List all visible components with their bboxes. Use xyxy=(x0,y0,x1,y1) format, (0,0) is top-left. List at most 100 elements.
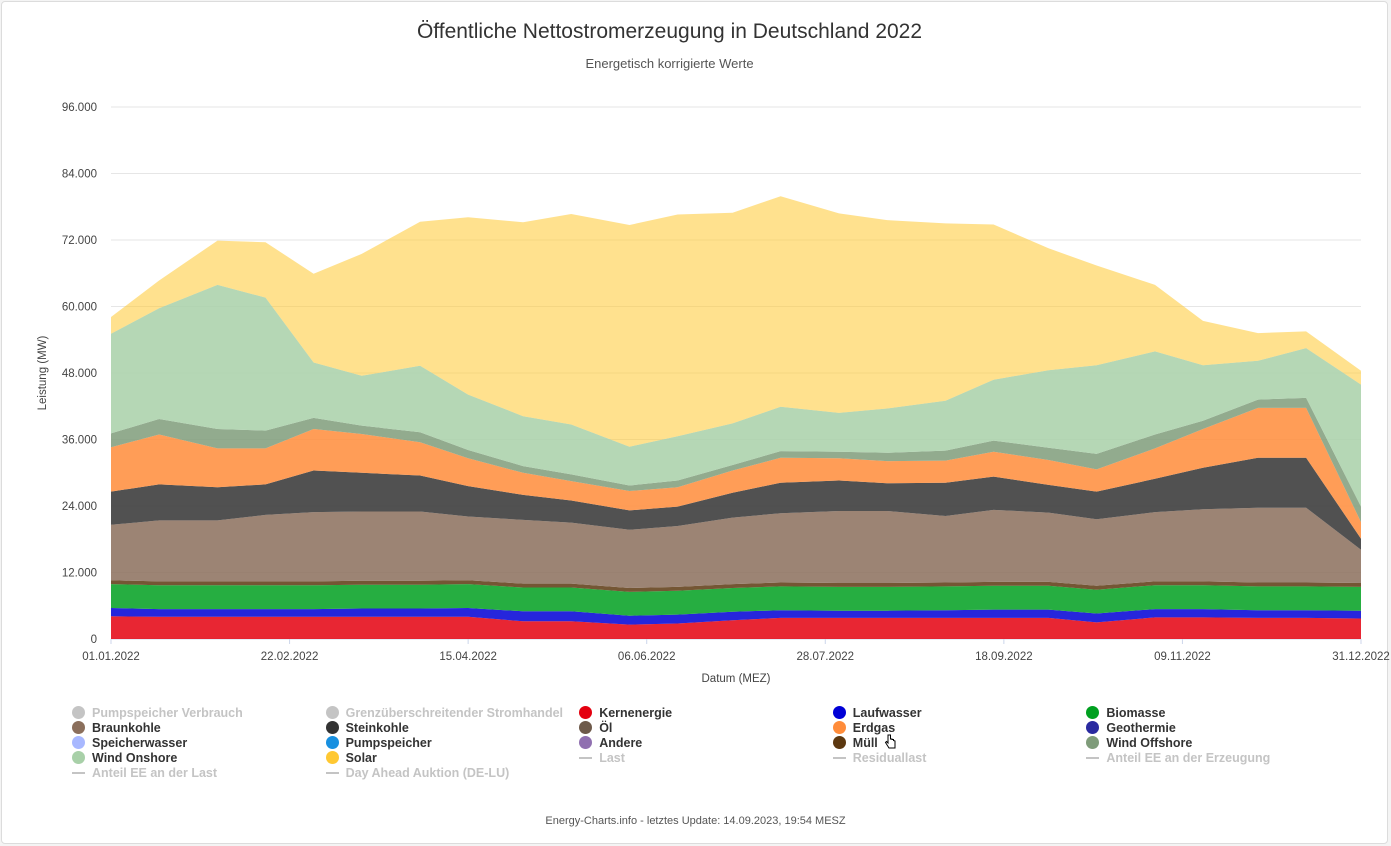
series-area-solar xyxy=(111,196,1361,447)
series-area-erdgas xyxy=(111,407,1361,539)
legend-label: Anteil EE an der Last xyxy=(92,765,218,780)
legend-line-icon xyxy=(832,756,846,759)
y-axis-title: Leistung (MW) xyxy=(37,335,49,410)
legend-label: Andere xyxy=(599,735,643,750)
legend-label: Erdgas xyxy=(852,720,896,735)
legend-label: Laufwasser xyxy=(852,705,922,720)
legend-label: Müll xyxy=(852,735,878,750)
chart-legend: Pumpspeicher Verbrauch Grenzüberschreiten… xyxy=(72,705,1362,780)
legend-item-wind-offshore[interactable]: Wind Offshore xyxy=(1086,735,1340,750)
legend-dot-icon xyxy=(325,751,339,764)
legend-label: Last xyxy=(599,750,625,765)
legend-label: Pumpspeicher xyxy=(345,735,432,750)
y-tick-label: 84.000 xyxy=(62,169,97,181)
legend-item-solar[interactable]: Solar xyxy=(325,750,580,765)
legend-label: Braunkohle xyxy=(92,720,161,735)
y-tick-label: 96.000 xyxy=(62,102,97,114)
legend-item-erdgas[interactable]: Erdgas xyxy=(832,720,1087,735)
y-tick-label: 24.000 xyxy=(62,501,97,513)
series-area-wind-onshore xyxy=(111,284,1361,507)
legend-dot-icon xyxy=(72,751,85,764)
legend-item-wind-onshore[interactable]: Wind Onshore xyxy=(72,750,326,765)
legend-item-anteil-ee-an-der-last[interactable]: Anteil EE an der Last xyxy=(72,765,326,780)
y-tick-label: 48.000 xyxy=(62,368,97,380)
legend-label: Biomasse xyxy=(1106,705,1166,720)
legend-label: Grenzüberschreitender Stromhandel xyxy=(345,705,564,720)
x-tick-label: 06.06.2022 xyxy=(618,651,676,663)
legend-item-pumpspeicher-verbrauch[interactable]: Pumpspeicher Verbrauch xyxy=(72,705,326,720)
x-tick-label: 31.12.2022 xyxy=(1332,651,1390,663)
chart-plot[interactable]: 0 12.000 24.000 36.000 48.000 60.000 72.000 84.… xyxy=(0,0,1391,700)
legend-dot-icon xyxy=(1086,721,1100,734)
legend-item-müll[interactable]: Müll xyxy=(832,735,1087,750)
y-tick-label: 72.000 xyxy=(62,235,97,247)
legend-label: Steinkohle xyxy=(345,720,409,735)
series-area-laufwasser xyxy=(111,608,1361,625)
legend-item-anteil-ee-an-der-erzeugung[interactable]: Anteil EE an der Erzeugung xyxy=(1086,750,1340,765)
legend-line-icon xyxy=(579,756,593,759)
legend-item-laufwasser[interactable]: Laufwasser xyxy=(832,705,1087,720)
legend-item-grenzüberschreitender-stromhandel[interactable]: Grenzüberschreitender Stromhandel xyxy=(325,705,580,720)
legend-dot-icon xyxy=(832,721,846,734)
legend-dot-icon xyxy=(325,736,339,749)
footer-update-info: Energy-Charts.info - letztes Update: 14.… xyxy=(545,815,846,827)
hand-cursor-icon xyxy=(884,734,896,749)
legend-dot-icon xyxy=(72,706,85,719)
series-area-braunkohle xyxy=(111,507,1361,588)
legend-line-icon xyxy=(325,771,339,774)
series-area-m-ll xyxy=(111,580,1361,592)
legend-item-day-ahead-auktion-de-lu-[interactable]: Day Ahead Auktion (DE-LU) xyxy=(325,765,580,780)
legend-dot-icon xyxy=(832,706,846,719)
chart-subtitle: Energetisch korrigierte Werte xyxy=(585,56,754,71)
legend-item-kernenergie[interactable]: Kernenergie xyxy=(579,705,833,720)
legend-item-last[interactable]: Last xyxy=(579,750,833,765)
legend-dot-icon xyxy=(72,736,85,749)
legend-label: Speicherwasser xyxy=(92,735,188,750)
legend-item-pumpspeicher[interactable]: Pumpspeicher xyxy=(325,735,580,750)
legend-label: Geothermie xyxy=(1106,720,1176,735)
legend-item-braunkohle[interactable]: Braunkohle xyxy=(72,720,326,735)
x-tick-label: 09.11.2022 xyxy=(1154,651,1211,663)
legend-line-icon xyxy=(72,771,85,774)
legend-label: Kernenergie xyxy=(599,705,673,720)
legend-dot-icon xyxy=(1086,736,1100,749)
legend-item-biomasse[interactable]: Biomasse xyxy=(1086,705,1340,720)
legend-dot-icon xyxy=(72,721,85,734)
chart-title: Öffentliche Nettostromerzeugung in Deuts… xyxy=(416,20,923,43)
series-area-kernenergie xyxy=(111,616,1361,639)
legend-dot-icon xyxy=(579,736,593,749)
legend-label: Anteil EE an der Erzeugung xyxy=(1106,750,1271,765)
y-tick-label: 0 xyxy=(91,634,97,646)
legend-item-andere[interactable]: Andere xyxy=(579,735,833,750)
legend-line-icon xyxy=(1086,756,1100,759)
legend-dot-icon xyxy=(579,706,593,719)
legend-label: Residuallast xyxy=(852,750,927,765)
x-axis-title: Datum (MEZ) xyxy=(702,673,771,685)
x-tick-label: 22.02.2022 xyxy=(261,651,319,663)
legend-label: Pumpspeicher Verbrauch xyxy=(92,705,243,720)
legend-dot-icon xyxy=(1086,706,1100,719)
legend-label: Solar xyxy=(345,750,377,765)
y-tick-label: 36.000 xyxy=(62,435,97,447)
y-tick-label: 60.000 xyxy=(62,302,97,314)
legend-item-öl[interactable]: Öl xyxy=(579,720,833,735)
legend-label: Wind Onshore xyxy=(92,750,178,765)
legend-dot-icon xyxy=(325,706,339,719)
series-area-steinkohle xyxy=(111,457,1361,550)
legend-label: Wind Offshore xyxy=(1106,735,1193,750)
x-tick-label: 15.04.2022 xyxy=(439,651,497,663)
legend-dot-icon xyxy=(579,721,593,734)
legend-item-speicherwasser[interactable]: Speicherwasser xyxy=(72,735,326,750)
legend-dot-icon xyxy=(832,736,846,749)
legend-item-residuallast[interactable]: Residuallast xyxy=(832,750,1087,765)
legend-item-steinkohle[interactable]: Steinkohle xyxy=(325,720,580,735)
series-area-wind-offshore xyxy=(111,397,1361,523)
x-tick-label: 18.09.2022 xyxy=(975,651,1033,663)
series-area-biomasse xyxy=(111,584,1361,616)
legend-item-geothermie[interactable]: Geothermie xyxy=(1086,720,1340,735)
x-tick-label: 01.01.2022 xyxy=(82,651,140,663)
x-tick-label: 28.07.2022 xyxy=(797,651,855,663)
y-tick-label: 12.000 xyxy=(62,568,97,580)
legend-dot-icon xyxy=(325,721,339,734)
legend-label: Day Ahead Auktion (DE-LU) xyxy=(345,765,510,780)
